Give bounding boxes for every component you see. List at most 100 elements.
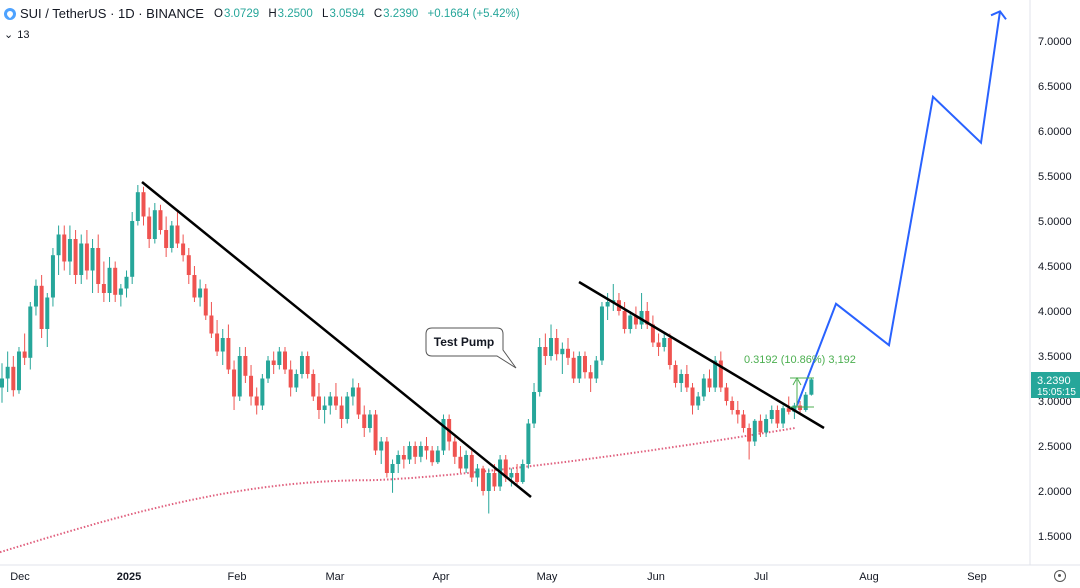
candle [96,234,101,293]
candle [430,446,435,466]
high-value: 3.2500 [277,7,313,20]
candle [169,221,174,253]
candle [379,437,384,464]
candle [696,392,701,410]
candle [786,396,791,415]
candle [373,410,378,455]
symbol-title[interactable]: SUI / TetherUS · 1D · BINANCE [20,6,204,21]
candle [741,410,746,433]
candle [554,329,559,361]
candle [79,234,84,284]
open-label: O [213,7,223,20]
candle [152,203,157,244]
candle [113,261,118,302]
candle [350,378,355,406]
y-tick-label: 4.5000 [1038,261,1072,273]
candle [299,351,304,379]
candle [118,284,123,307]
candle [566,338,570,365]
indicator-count: 13 [17,28,30,41]
arrow-head-icon [990,10,1007,20]
x-tick-label: Feb [228,571,247,583]
candle [532,383,537,428]
candle [396,450,401,473]
candle [622,302,627,334]
candle [656,333,661,356]
candle [724,383,729,406]
candle [520,459,525,484]
candle [684,365,689,392]
y-tick-label: 4.0000 [1038,306,1072,318]
candle [294,369,299,392]
candle [599,302,604,365]
candle [809,378,814,396]
x-tick-label: 2025 [117,571,141,583]
candle [667,333,672,370]
gear-icon[interactable] [1054,570,1066,582]
candle [769,405,774,424]
candle [639,293,644,329]
candle [577,351,582,383]
candle [215,320,220,356]
candle [486,468,491,514]
measure-label: 0.3192 (10.86%) 3,192 [744,354,856,366]
callout-label: Test Pump [434,335,494,349]
projection-path [796,10,1007,406]
candle [413,441,418,464]
candle [316,383,321,419]
candle [407,441,412,464]
candle [707,369,712,392]
x-tick-label: Aug [859,571,879,583]
indicator-row[interactable]: ⌄ 13 [4,28,30,42]
test-pump-callout: Test Pump [425,327,517,369]
candle [650,315,655,347]
x-tick-label: Jun [647,571,665,583]
candle-timer: 15:05:15 [1037,387,1076,398]
candle [628,311,633,334]
y-tick-label: 2.5000 [1038,441,1072,453]
candle [39,275,44,338]
change-value: +0.1664 (+5.42%) [427,7,520,20]
close-label: C [373,7,383,20]
candle [588,365,593,392]
candle [475,464,480,487]
candle [260,374,265,410]
candle [367,410,372,433]
candle [209,302,214,338]
candle [28,302,33,370]
y-tick-label: 5.0000 [1038,216,1072,228]
y-tick-label: 6.5000 [1038,81,1072,93]
ohlc-values: O3.0729 H3.2500 L3.0594 C3.2390 +0.1664 … [214,8,526,20]
candle [311,369,316,401]
candle [249,365,254,406]
close-value: 3.2390 [383,7,419,20]
candle [441,414,446,455]
candle [582,351,587,379]
x-tick-label: Dec [10,571,30,583]
candle [33,279,38,316]
candle [45,293,50,347]
candle [339,396,344,428]
chevron-down-icon[interactable]: ⌄ [4,29,14,41]
candle [633,306,638,329]
x-tick-label: May [537,571,558,583]
y-tick-label: 5.5000 [1038,171,1072,183]
candle [322,396,327,424]
x-tick-label: Sep [967,571,987,583]
candle [0,363,4,403]
candle [266,356,271,383]
candle [243,347,248,383]
trendline-1 [141,181,532,498]
candle [798,401,803,415]
x-tick-label: Jul [754,571,768,583]
candle [418,441,423,463]
candle [464,450,469,473]
candle [747,423,752,460]
low-value: 3.0594 [329,7,365,20]
measure-tool [790,376,814,408]
candle [283,347,287,374]
candle [90,239,95,293]
high-label: H [268,7,277,20]
candle [424,437,429,460]
